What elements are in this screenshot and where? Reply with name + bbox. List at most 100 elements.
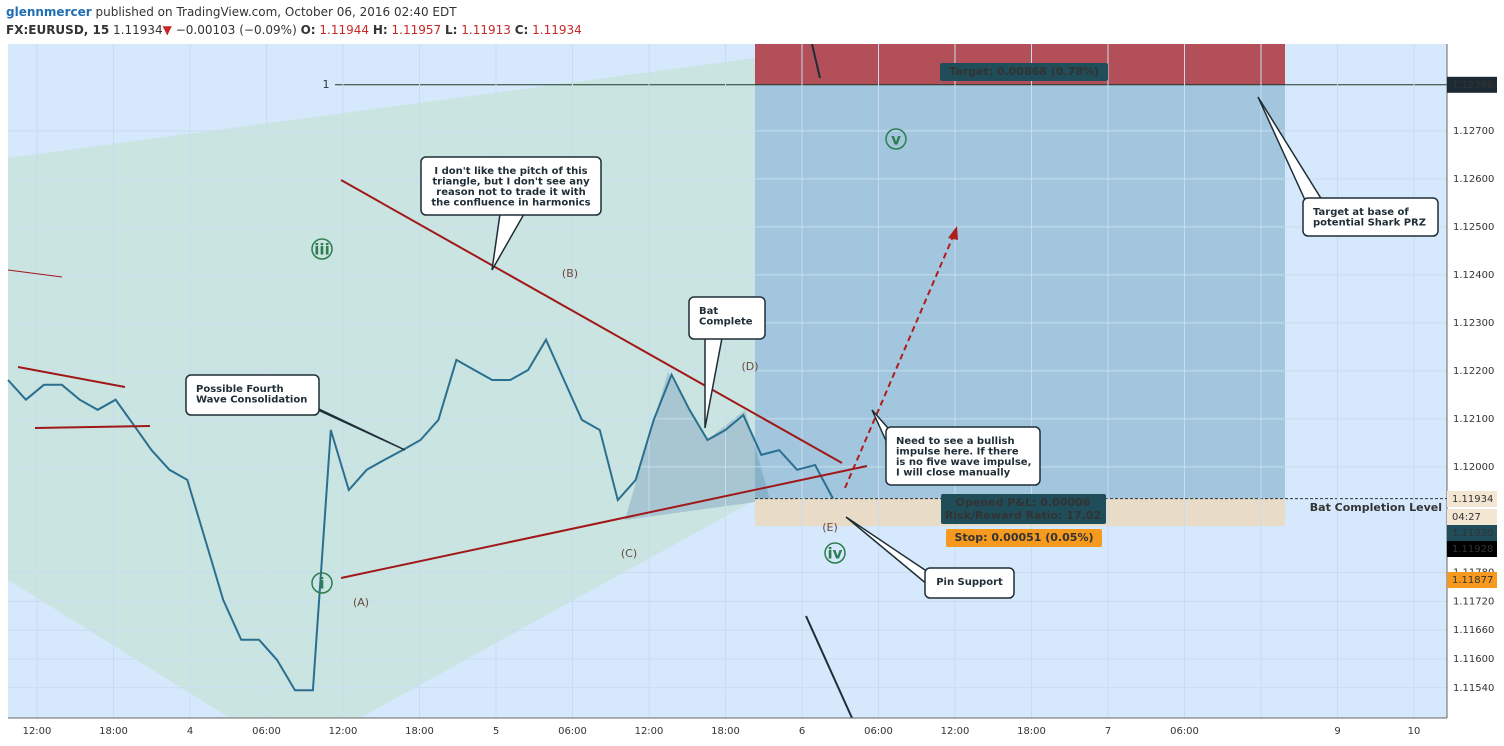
note-text: I don't like the pitch of this: [434, 166, 587, 177]
target-label: Target: 0.00868 (0.78%): [949, 65, 1099, 78]
l: 1.11913: [461, 23, 511, 37]
wave-circle: [311, 238, 333, 260]
ask-price-bg: [1447, 541, 1497, 557]
note-text: Need to see a bullish: [896, 436, 1015, 447]
trend-line: [17, 366, 126, 388]
stop-price: 1.11877: [1452, 575, 1493, 586]
wave-label: (B): [562, 267, 578, 280]
author: glennmercer: [6, 5, 92, 19]
rr-label: Risk/Reward Ratio: 17.02: [945, 509, 1101, 522]
x-tick-label: 18:00: [711, 726, 740, 737]
pnl-label: Opened P&L: 0.00006: [956, 496, 1091, 509]
wave-label: (C): [621, 547, 637, 560]
l-label: L:: [445, 23, 457, 37]
change: −0.00103 (−0.09%): [176, 23, 297, 37]
x-tick-label: 4: [187, 726, 193, 737]
wave-label: i: [319, 575, 324, 593]
last-price-bg: [1447, 491, 1497, 507]
callout-line: [805, 615, 853, 719]
projection-arrow: [844, 231, 956, 489]
stop-label-bg: [946, 529, 1102, 547]
arrow-head: [948, 226, 958, 240]
note-text: reason not to trade it with: [436, 187, 585, 198]
last-price: 1.11934: [1452, 494, 1493, 505]
x-tick-label: 06:00: [1170, 726, 1199, 737]
note-box: [1302, 197, 1439, 237]
x-tick-label: 12:00: [635, 726, 664, 737]
target-price: 1.12796: [1452, 80, 1493, 91]
note-text: impulse here. If there: [896, 447, 1019, 458]
bid-price: 1.11930: [1452, 528, 1493, 539]
note-box: [420, 156, 602, 216]
x-tick-label: 12:00: [23, 726, 52, 737]
x-tick-label: 18:00: [405, 726, 434, 737]
note-text: Bat: [699, 306, 718, 317]
published: published on TradingView.com, October 06…: [96, 5, 458, 19]
y-tick-label: 1.12100: [1453, 414, 1494, 425]
symbol: FX:EURUSD, 15: [6, 23, 109, 37]
note-text: Wave Consolidation: [196, 395, 307, 406]
x-tick-label: 18:00: [99, 726, 128, 737]
y-tick-label: 1.12700: [1453, 126, 1494, 137]
wave-label: iii: [314, 241, 329, 259]
y-tick-label: 1.11600: [1453, 654, 1494, 665]
note-text: I will close manually: [896, 468, 1011, 479]
note-box: [885, 426, 1041, 486]
drawings: [7, 43, 958, 719]
y-tick-label: 1.12300: [1453, 318, 1494, 329]
note: I don't like the pitch of thistriangle, …: [420, 156, 602, 271]
header: [0, 0, 1504, 44]
note-text: Pin Support: [936, 577, 1003, 588]
note-box: [924, 567, 1015, 599]
note-text: the confluence in harmonics: [431, 198, 590, 209]
price-line: [7, 337, 834, 692]
price-axis: [1447, 44, 1504, 746]
note-text: is no five wave impulse,: [896, 457, 1031, 468]
x-tick-label: 12:00: [941, 726, 970, 737]
x-tick-label: 7: [1105, 726, 1111, 737]
wave-label: iv: [828, 545, 843, 563]
stop-price-bg: [1447, 572, 1497, 588]
ask-price: 1.11928: [1452, 544, 1493, 555]
fib-label: 1: [323, 78, 330, 91]
note-text: potential Shark PRZ: [1313, 218, 1426, 229]
wave-label: (D): [741, 360, 758, 373]
countdown-bg: [1447, 509, 1497, 525]
note-box: [185, 374, 320, 416]
note-text: Target at base of: [1313, 207, 1409, 218]
header-text: glennmercer published on TradingView.com…: [6, 5, 457, 19]
countdown: 04:27: [1452, 512, 1481, 523]
y-tick-label: 1.11540: [1453, 683, 1494, 694]
x-tick-label: 06:00: [252, 726, 281, 737]
note-text: Possible Fourth: [196, 384, 284, 395]
note: Pin Support: [845, 516, 1015, 599]
x-tick-label: 9: [1334, 726, 1340, 737]
bat-pattern: [625, 372, 770, 520]
target-label-bg: [940, 63, 1108, 81]
o-label: O:: [301, 23, 316, 37]
h: 1.11957: [392, 23, 442, 37]
y-tick-label: 1.12500: [1453, 222, 1494, 233]
bid-price-bg: [1447, 525, 1497, 541]
arrow: ▼: [163, 23, 173, 37]
x-tick-label: 06:00: [558, 726, 587, 737]
pnl-bg: [941, 494, 1106, 524]
h-label: H:: [373, 23, 388, 37]
y-tick-label: 1.11720: [1453, 596, 1494, 607]
x-tick-label: 06:00: [864, 726, 893, 737]
note-box: [688, 296, 766, 340]
c: 1.11934: [532, 23, 582, 37]
wave-label: v: [891, 131, 901, 149]
x-tick-label: 12:00: [329, 726, 358, 737]
wave-circle: [311, 572, 333, 594]
last: 1.11934: [113, 23, 163, 37]
callout-line: [811, 43, 821, 79]
time-axis: [0, 718, 1504, 746]
x-tick-label: 18:00: [1017, 726, 1046, 737]
